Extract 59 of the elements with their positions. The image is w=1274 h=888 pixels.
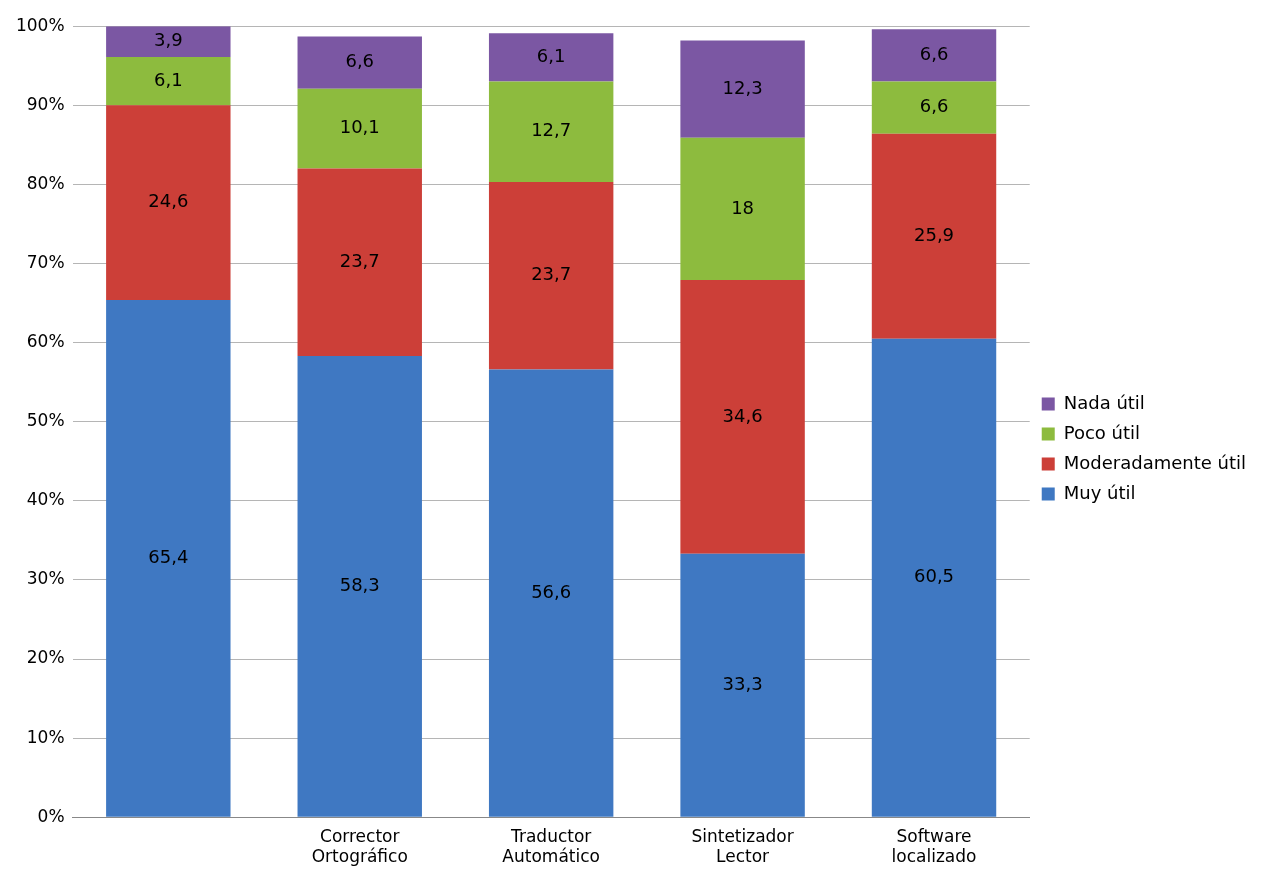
bar [106,105,231,300]
bar [680,40,805,138]
x-tick-label: Software localizado [891,825,977,867]
y-tick-label: 50% [26,410,65,431]
bar [297,36,422,89]
y-tick-label: 30% [26,568,65,589]
x-tick-label: Corrector Ortográfico [311,825,408,867]
bar [297,88,422,169]
bar [106,57,231,106]
data-label: 6,6 [919,95,949,117]
x-tick-label: Traductor Automático [502,825,600,867]
data-label: 65,4 [148,545,189,567]
data-label: 18 [731,196,755,218]
x-tick-label: Sintetizador Lector [691,825,794,867]
y-tick-label: 0% [37,805,65,826]
legend-label: Poco útil [1063,421,1141,443]
data-label: 12,7 [531,119,572,141]
data-label: 6,6 [345,50,375,72]
data-label: 6,6 [919,43,949,65]
bar [488,81,614,183]
bar [106,26,231,58]
data-label: 6,1 [153,68,183,90]
y-tick-label: 20% [26,647,65,668]
data-label: 10,1 [339,116,380,138]
bar [488,369,614,817]
y-tick-label: 40% [26,489,65,510]
bar [680,553,805,817]
y-tick-label: 60% [26,331,65,352]
y-tick-label: 90% [26,93,65,114]
bar [871,29,997,82]
bar [680,280,805,554]
data-label: 56,6 [531,580,572,602]
data-label: 60,5 [913,565,955,587]
bar [488,33,614,82]
data-label: 25,9 [913,223,955,245]
data-label: 6,1 [536,45,566,67]
legend-label: Muy útil [1063,481,1136,503]
data-label: 24,6 [148,190,189,212]
bar [680,137,805,281]
y-tick-label: 70% [26,251,65,272]
bar [871,338,997,817]
data-label: 58,3 [339,574,380,596]
bar [488,182,614,370]
y-tick-label: 100% [15,14,65,35]
legend-label: Nada útil [1063,391,1145,413]
bar [297,168,422,357]
legend-label: Moderadamente útil [1063,451,1247,473]
bar [871,81,997,134]
data-label: 3,9 [153,29,183,51]
data-label: 23,7 [339,249,380,271]
bar [106,299,231,817]
data-label: 23,7 [531,263,572,285]
y-tick-label: 10% [26,726,65,747]
data-label: 34,6 [722,404,763,426]
bar [297,356,422,817]
data-label: 33,3 [722,672,763,694]
data-label: 12,3 [722,76,763,98]
bar [871,133,997,339]
y-tick-label: 80% [26,172,65,193]
